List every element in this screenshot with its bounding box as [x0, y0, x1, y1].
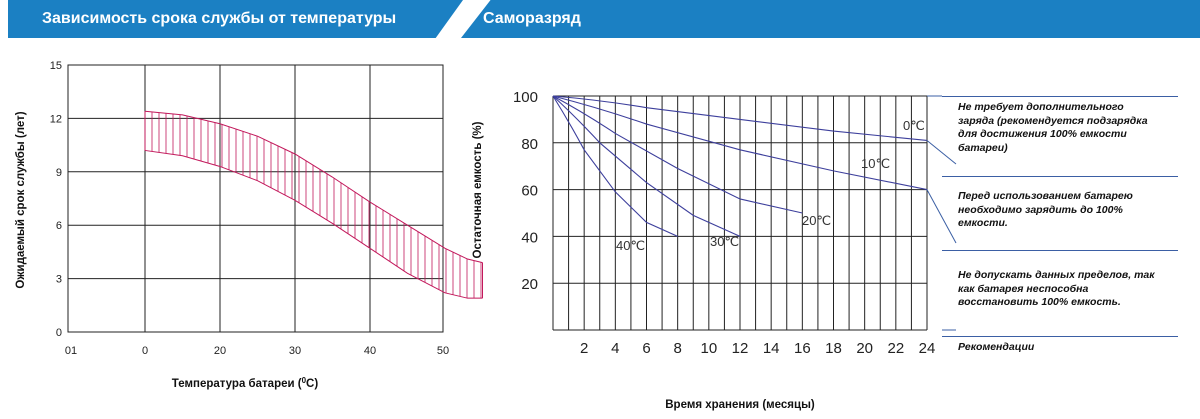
annotation-connector	[926, 140, 957, 165]
discharge-series-label: 20℃	[802, 213, 831, 228]
lifetime-x-tick-label: 0	[142, 345, 148, 357]
lifetime-x-tick-label: 01	[65, 345, 77, 357]
discharge-x-tick-label: 2	[580, 340, 588, 357]
annotation-no-charge: Не требует дополнительного заряда (реком…	[958, 101, 1148, 154]
discharge-x-tick-label: 6	[642, 340, 650, 357]
lifetime-x-tick-label: 30	[289, 345, 301, 357]
lifetime-x-tick-label: 40	[364, 345, 376, 357]
discharge-x-tick-label: 16	[794, 340, 811, 357]
discharge-x-tick-label: 12	[732, 340, 749, 357]
discharge-x-tick-label: 22	[887, 340, 904, 357]
annotation-connector	[926, 189, 957, 244]
discharge-y-tick-label: 80	[521, 136, 538, 153]
lifetime-chart-header: Зависимость срока службы от температуры	[8, 0, 463, 38]
discharge-x-tick-label: 14	[763, 340, 780, 357]
discharge-y-tick-label: 100	[513, 89, 538, 106]
discharge-y-tick-label: 40	[521, 229, 538, 246]
annotation-divider	[942, 176, 1178, 177]
annotation-recommendations: Рекомендации	[958, 341, 1035, 353]
lifetime-chart-title: Зависимость срока службы от температуры	[42, 10, 397, 27]
discharge-x-tick-label: 20	[856, 340, 873, 357]
lifetime-x-axis-label: Температура батареи (0C)	[172, 376, 319, 390]
annotation-divider	[942, 250, 1178, 251]
discharge-x-axis-label: Время хранения (месяцы)	[665, 399, 815, 411]
discharge-series-line	[552, 95, 928, 142]
discharge-x-tick-label: 4	[611, 340, 619, 357]
discharge-series-label: 30℃	[710, 234, 739, 249]
discharge-x-tick-label: 24	[919, 340, 936, 357]
discharge-y-tick-label: 20	[521, 276, 538, 293]
self-discharge-chart-header: Саморазряд	[461, 0, 1200, 38]
lifetime-band-hatching	[145, 111, 482, 299]
annotation-divider	[942, 96, 1178, 97]
discharge-series-label: 10℃	[861, 156, 890, 171]
discharge-x-tick-label: 8	[673, 340, 681, 357]
lifetime-y-tick-label: 12	[50, 113, 62, 125]
discharge-series-line	[552, 95, 803, 214]
discharge-x-tick-label: 10	[700, 340, 717, 357]
lifetime-x-tick-label: 20	[214, 345, 226, 357]
lifetime-upper-bound-line	[144, 110, 483, 264]
annotation-recharge: Перед использованием батарею необходимо …	[958, 190, 1133, 229]
lifetime-plot-frame	[67, 64, 444, 333]
discharge-series-line	[552, 95, 928, 191]
discharge-series-line	[552, 95, 741, 237]
lifetime-y-tick-label: 3	[56, 274, 62, 286]
discharge-series-label: 0℃	[903, 118, 925, 133]
lifetime-y-tick-label: 6	[56, 220, 62, 232]
lifetime-y-tick-label: 9	[56, 167, 62, 179]
discharge-series-line	[552, 95, 678, 237]
discharge-x-tick-label: 18	[825, 340, 842, 357]
lifetime-y-tick-label: 0	[56, 327, 62, 339]
lifetime-y-tick-label: 15	[50, 60, 62, 72]
lifetime-x-tick-label: 50	[437, 345, 449, 357]
lifetime-y-axis-label: Ожидаемый срок службы (лет)	[15, 111, 27, 288]
annotation-divider	[942, 336, 1178, 337]
annotation-limit: Не допускать данных пределов, так как ба…	[958, 269, 1155, 308]
discharge-y-tick-label: 60	[521, 183, 538, 200]
lifetime-lower-bound-line	[144, 149, 483, 299]
discharge-series-label: 40℃	[616, 238, 645, 253]
discharge-y-axis-label: Остаточная емкость (%)	[472, 121, 484, 258]
self-discharge-chart-title: Саморазряд	[483, 10, 581, 27]
